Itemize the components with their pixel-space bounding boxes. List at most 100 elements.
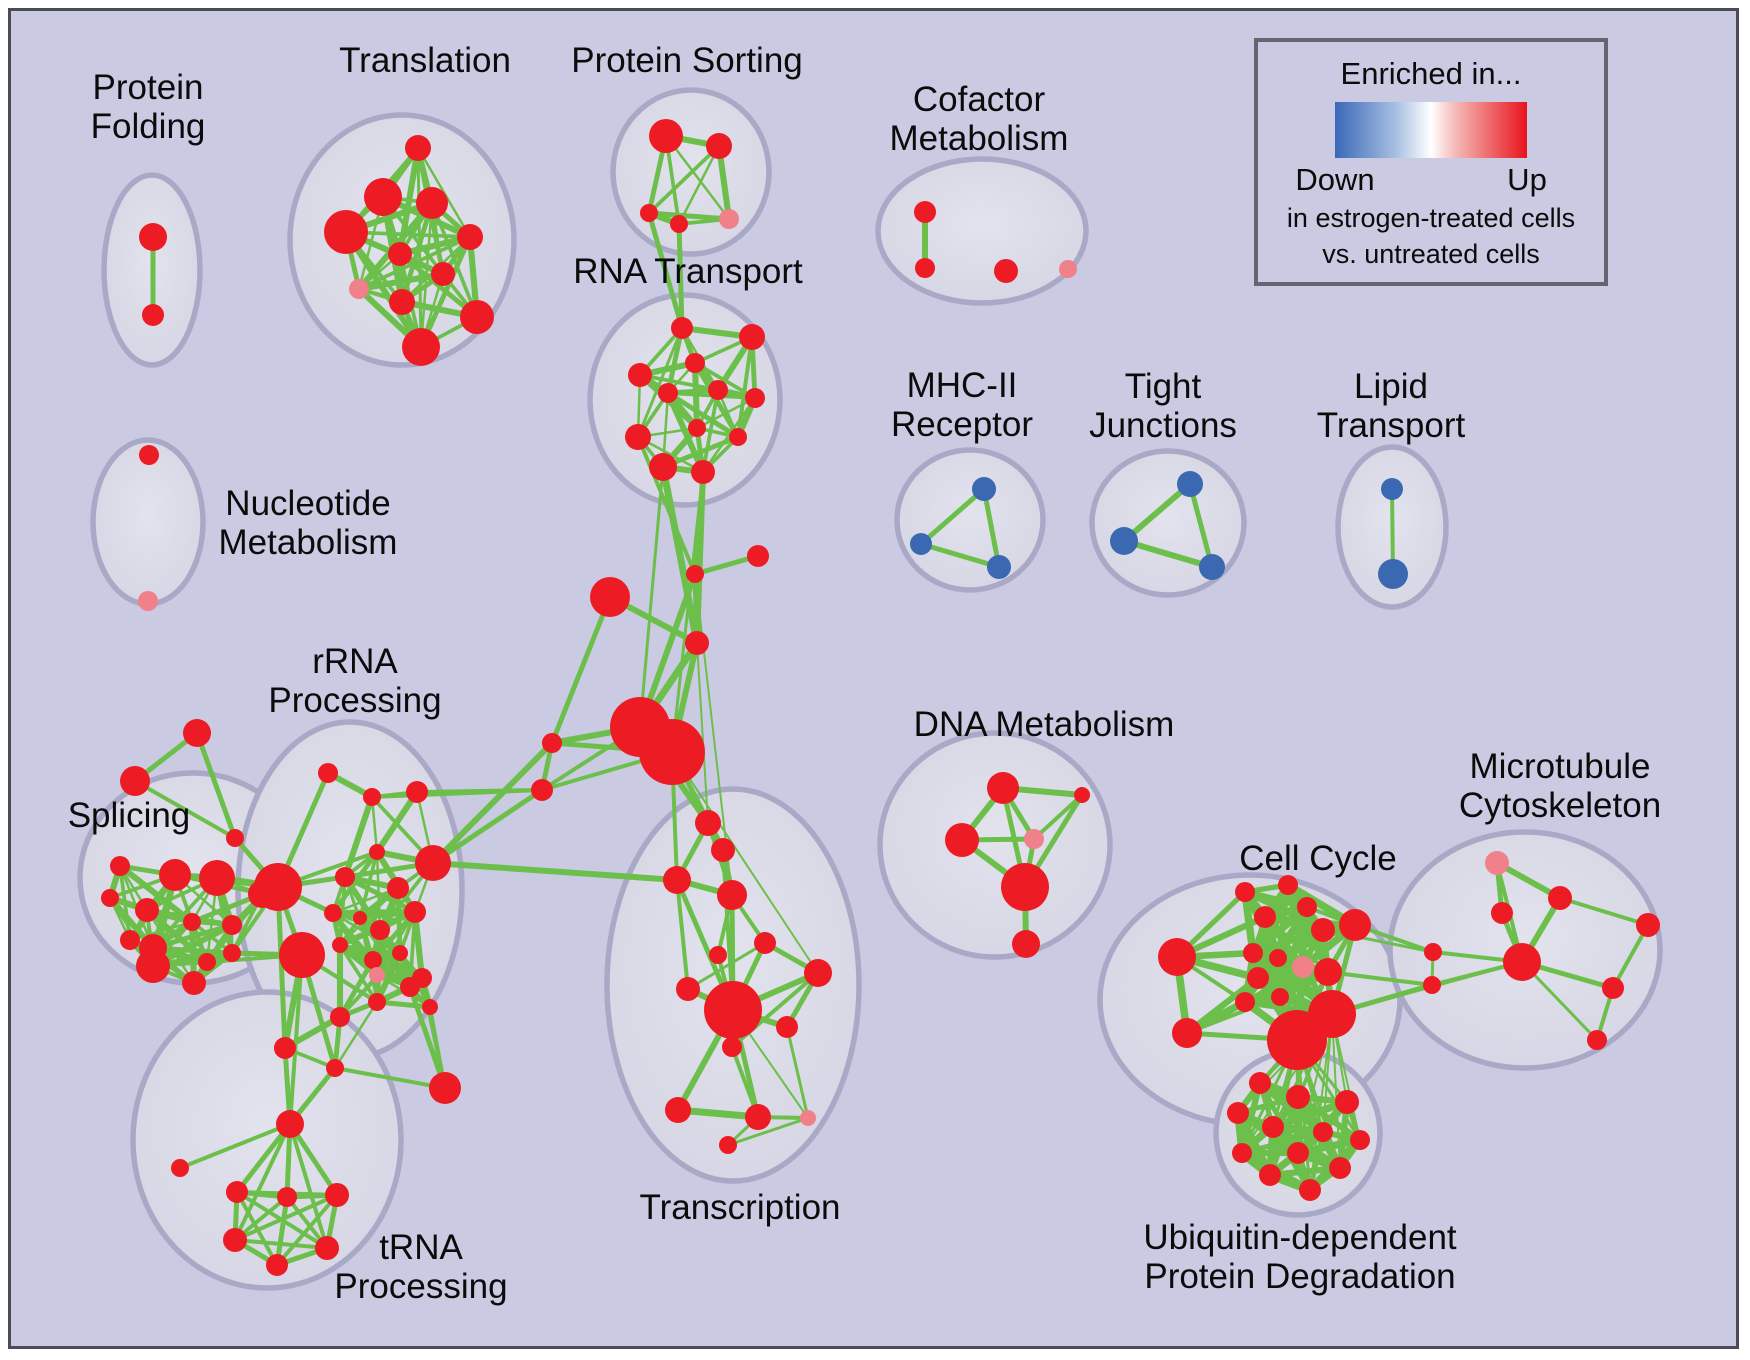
edge: [331, 886, 400, 915]
node-protein-folding-0: [139, 223, 167, 251]
node-microtubule-cytoskeleton-5: [1423, 976, 1441, 994]
edge: [233, 1193, 339, 1242]
node-protein-folding-1: [142, 304, 164, 326]
node-trna-processing-5: [223, 1228, 247, 1252]
edge: [128, 920, 194, 942]
node-rna-transport-2: [685, 353, 705, 373]
node-dna-metabolism-0: [987, 772, 1019, 804]
cluster-label-ubiquitin-degradation: Ubiquitin-dependent Protein Degradation: [1143, 1218, 1457, 1296]
edge: [638, 373, 720, 392]
node-cell-cycle-10: [1314, 958, 1342, 986]
edge: [785, 1025, 810, 1120]
node-rrna-processing-7: [324, 904, 342, 922]
node-cofactor-metabolism-1: [915, 258, 935, 278]
node-transcription-7: [804, 959, 832, 987]
node-connectors-10: [183, 719, 211, 747]
edge: [665, 390, 741, 440]
edge: [274, 1194, 290, 1268]
node-rrna-processing-17: [400, 977, 420, 997]
node-connectors-7: [531, 779, 553, 801]
node-trna-processing-2: [226, 1181, 248, 1203]
edge: [1241, 968, 1332, 1006]
edge: [416, 146, 423, 349]
edge: [234, 1121, 293, 1195]
node-dna-metabolism-2: [945, 823, 979, 857]
node-microtubule-cytoskeleton-7: [1636, 913, 1660, 937]
node-translation-7: [349, 279, 369, 299]
edge: [646, 210, 732, 222]
node-dna-metabolism-5: [1012, 930, 1040, 958]
node-rrna-processing-22: [422, 999, 438, 1015]
edge: [1032, 793, 1084, 841]
node-rna-transport-10: [649, 453, 677, 481]
cluster-label-splicing: Splicing: [68, 796, 191, 835]
node-microtubule-cytoskeleton-8: [1587, 1030, 1607, 1050]
node-splicing-0: [110, 856, 130, 876]
node-ubiquitin-degradation-11: [1299, 1179, 1321, 1201]
node-rna-transport-11: [691, 460, 715, 484]
node-translation-5: [388, 242, 412, 266]
edge: [549, 594, 613, 746]
node-dna-metabolism-4: [1001, 863, 1049, 911]
edge: [675, 878, 690, 991]
edge: [659, 463, 701, 647]
node-rrna-processing-20: [326, 1059, 344, 1077]
edge: [355, 270, 447, 293]
edge: [664, 134, 731, 221]
node-protein-sorting-4: [719, 209, 739, 229]
node-transcription-3: [717, 880, 747, 910]
cluster-bubble-cofactor-metabolism: [875, 156, 1089, 306]
edge: [233, 1238, 329, 1250]
edge: [370, 795, 379, 854]
edge: [918, 541, 1002, 570]
edge: [636, 435, 697, 576]
node-dna-metabolism-3: [1024, 829, 1044, 849]
node-mhc-ii-receptor-1: [910, 533, 932, 555]
node-splicing-11: [136, 949, 170, 983]
node-transcription-2: [663, 866, 691, 894]
node-lipid-transport-0: [1381, 478, 1403, 500]
node-splicing-3: [199, 860, 235, 896]
edge: [341, 873, 384, 934]
node-transcription-14: [719, 1136, 737, 1154]
node-cell-cycle-9: [1247, 967, 1269, 989]
node-cell-cycle-3: [1297, 897, 1317, 917]
node-rrna-processing-1: [363, 788, 381, 806]
node-rrna-processing-19: [274, 1037, 296, 1059]
cluster-label-nucleotide-metabolism: Nucleotide Metabolism: [219, 484, 398, 562]
node-trna-processing-1: [171, 1159, 189, 1177]
node-tight-junctions-2: [1199, 554, 1225, 580]
edge: [1611, 923, 1650, 990]
node-rrna-processing-4: [335, 867, 355, 887]
node-ubiquitin-degradation-3: [1227, 1102, 1249, 1124]
legend-down-label: Down: [1295, 162, 1375, 197]
node-ubiquitin-degradation-0: [1249, 1072, 1271, 1094]
node-protein-sorting-1: [706, 133, 732, 159]
nodes-layer: [101, 119, 1660, 1276]
node-cofactor-metabolism-3: [1059, 260, 1077, 278]
cluster-bubble-mhc-ii-receptor: [894, 447, 1046, 593]
node-splicing-6: [222, 915, 242, 935]
edge: [647, 144, 721, 215]
node-ubiquitin-degradation-10: [1259, 1164, 1281, 1186]
node-connectors-0: [590, 577, 630, 617]
edge: [430, 740, 555, 866]
edge: [981, 486, 1002, 570]
edge: [638, 465, 665, 729]
node-rna-transport-1: [739, 324, 765, 350]
edge: [736, 335, 754, 439]
node-cell-cycle-0: [1158, 938, 1196, 976]
node-ubiquitin-degradation-9: [1329, 1157, 1351, 1179]
node-ubiquitin-degradation-7: [1232, 1143, 1252, 1163]
edge: [275, 884, 288, 1051]
edge: [1309, 1013, 1333, 1191]
node-splicing-12: [182, 971, 206, 995]
node-dna-metabolism-1: [1074, 787, 1090, 803]
edge: [1243, 890, 1260, 980]
node-transcription-10: [722, 1037, 742, 1057]
node-splicing-7: [120, 930, 140, 950]
node-mhc-ii-receptor-0: [972, 477, 996, 501]
node-rrna-processing-3: [369, 844, 385, 860]
node-ubiquitin-degradation-6: [1350, 1130, 1370, 1150]
